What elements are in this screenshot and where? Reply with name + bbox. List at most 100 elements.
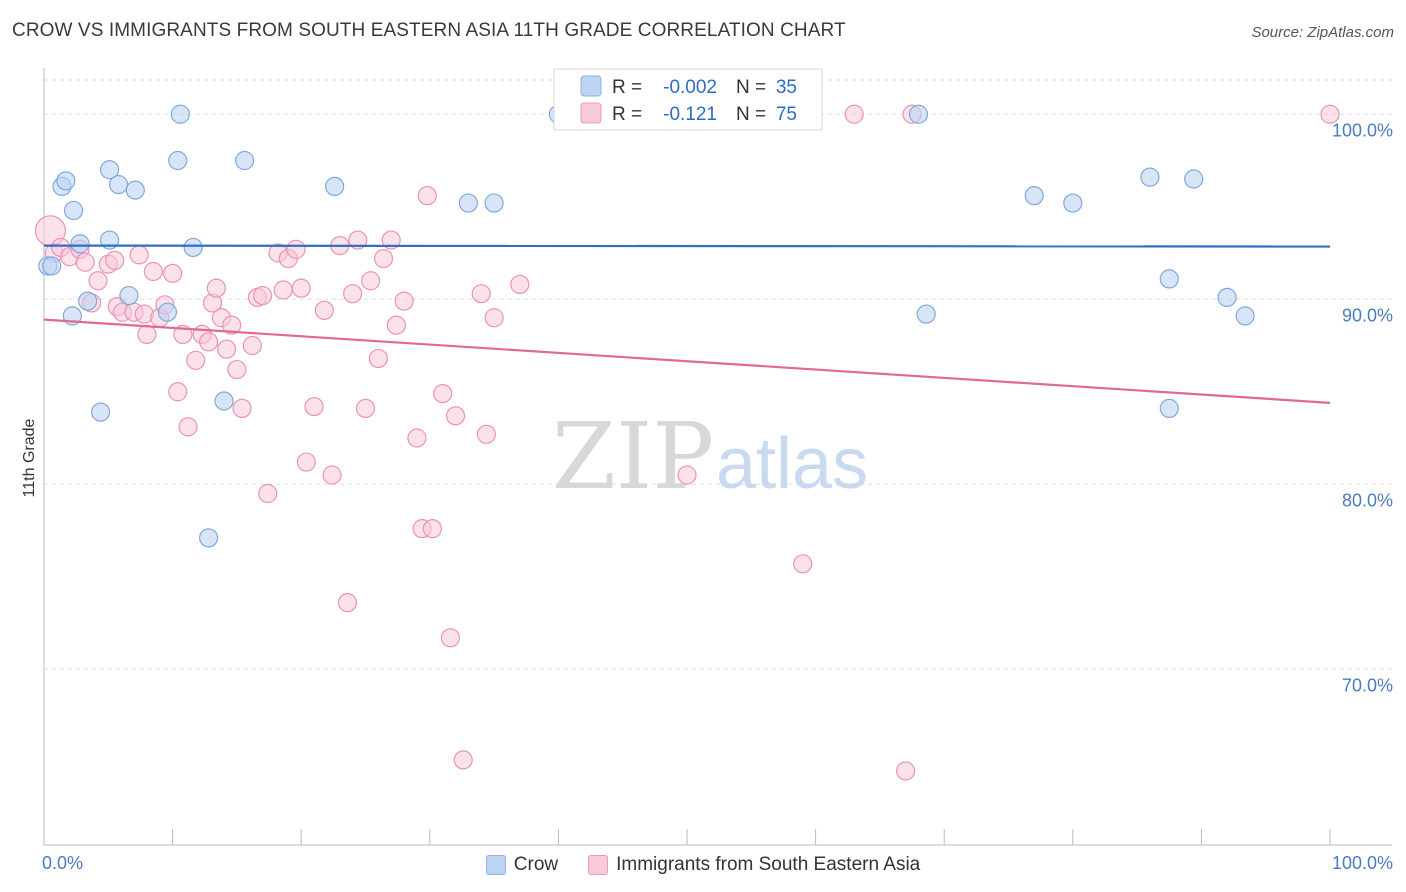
crow-point: [170, 104, 190, 124]
legend-r-value-immigrants: -0.121: [663, 104, 717, 125]
crow-point: [484, 193, 504, 213]
immigrants-point: [440, 628, 460, 648]
crow-point: [1024, 186, 1044, 206]
crow-point: [199, 528, 219, 548]
crow-point: [99, 160, 120, 180]
legend-n-value-crow: 35: [776, 77, 797, 98]
crow-point: [214, 391, 234, 411]
bottom-legend-crow: Crow: [485, 854, 559, 876]
immigrants-point: [186, 350, 206, 370]
immigrants-point: [296, 452, 316, 472]
source-label: Source: ZipAtlas.com: [1251, 24, 1394, 41]
stats-legend: R = -0.002 N = 35 R = -0.121 N = 75: [553, 68, 823, 131]
crow-point: [1235, 306, 1255, 326]
crow-point: [1140, 167, 1160, 187]
immigrants-point: [273, 280, 293, 300]
legend-n-label-crow: N =: [736, 77, 766, 98]
immigrants-point: [242, 335, 262, 356]
crow-point: [325, 176, 345, 196]
immigrants-point: [88, 271, 108, 291]
crow-point: [235, 150, 255, 171]
immigrants-point: [163, 263, 183, 283]
legend-r-label-crow: R =: [612, 77, 642, 98]
crow-point: [119, 285, 139, 306]
y-tick-label-70: 70.0%: [1342, 675, 1393, 695]
legend-swatch-immigrants: [580, 102, 602, 124]
crow-point: [183, 237, 203, 258]
crow-point: [90, 402, 111, 422]
immigrants-point: [348, 230, 368, 250]
crow-point: [1063, 193, 1083, 213]
watermark-zip: ZIP: [552, 403, 714, 510]
immigrants-point: [105, 250, 125, 270]
crow-point: [1159, 398, 1179, 418]
crow-point: [157, 302, 178, 322]
bottom-legend-label-crow: Crow: [513, 854, 559, 875]
immigrants-point: [222, 315, 242, 335]
crow-point: [78, 291, 98, 311]
immigrants-point: [337, 593, 358, 613]
y-axis-title: 11th Grade: [21, 418, 38, 497]
immigrants-point: [445, 406, 466, 426]
immigrants-point: [896, 761, 916, 781]
immigrants-point: [381, 230, 401, 250]
bottom-legend-swatch-crow: [485, 855, 506, 875]
immigrants-point: [75, 252, 95, 272]
series-immigrants-points: [34, 104, 1340, 781]
immigrants-point: [286, 239, 306, 259]
immigrants-point: [453, 750, 473, 770]
immigrants-point: [422, 519, 442, 539]
crow-point: [108, 174, 129, 195]
immigrants-point: [484, 308, 504, 328]
immigrants-point: [355, 398, 376, 418]
immigrants-point: [217, 339, 237, 359]
immigrants-point: [291, 278, 311, 298]
immigrants-point: [206, 278, 226, 298]
y-tick-label-80: 80.0%: [1342, 490, 1393, 510]
immigrants-point: [137, 324, 157, 344]
bottom-legend: Crow Immigrants from South Eastern Asia: [0, 852, 1406, 878]
immigrants-point: [394, 291, 414, 311]
x-tick-label-0: 0.0%: [42, 853, 83, 873]
x-tick-labels: 0.0% 100.0%: [42, 853, 1393, 873]
immigrants-point: [304, 396, 324, 417]
legend-swatch-crow: [580, 75, 602, 97]
immigrants-point: [168, 382, 188, 402]
immigrants-point: [258, 483, 278, 504]
trend-lines: [43, 244, 1331, 404]
crow-point: [125, 180, 145, 200]
chart-title: CROW VS IMMIGRANTS FROM SOUTH EASTERN AS…: [12, 20, 846, 41]
immigrants-point: [232, 398, 252, 418]
immigrants-point: [253, 285, 273, 306]
immigrants-point: [417, 186, 437, 206]
x-tick-label-100: 100.0%: [1332, 853, 1393, 873]
bottom-legend-label-immigrants: Immigrants from South Eastern Asia: [616, 854, 921, 875]
crow-point: [63, 200, 84, 221]
immigrants-point: [322, 465, 342, 485]
immigrants-point: [227, 359, 247, 380]
crow-point: [458, 193, 478, 213]
crow-point: [916, 304, 936, 324]
immigrants-point: [199, 332, 219, 352]
immigrants-point: [793, 554, 813, 574]
y-tick-labels: 70.0% 80.0% 90.0% 100.0%: [1332, 120, 1393, 695]
immigrants-point: [361, 271, 381, 291]
legend-r-value-crow: -0.002: [663, 77, 717, 98]
crow-point: [168, 150, 188, 171]
immigrants-point: [433, 384, 453, 404]
crow-point: [908, 104, 929, 124]
immigrants-point: [178, 417, 198, 437]
crow-trend-line: [43, 244, 1331, 248]
crow-point: [1184, 169, 1204, 189]
immigrants-point: [844, 104, 864, 124]
immigrants-point: [407, 428, 427, 448]
crow-point: [42, 256, 62, 276]
immigrants-point: [143, 261, 163, 282]
immigrants-point: [1320, 104, 1340, 124]
crow-point: [56, 171, 76, 191]
legend-n-value-immigrants: 75: [776, 104, 797, 125]
immigrants-trend-line: [43, 318, 1331, 404]
immigrants-point: [677, 465, 697, 485]
y-tick-label-90: 90.0%: [1342, 305, 1393, 325]
